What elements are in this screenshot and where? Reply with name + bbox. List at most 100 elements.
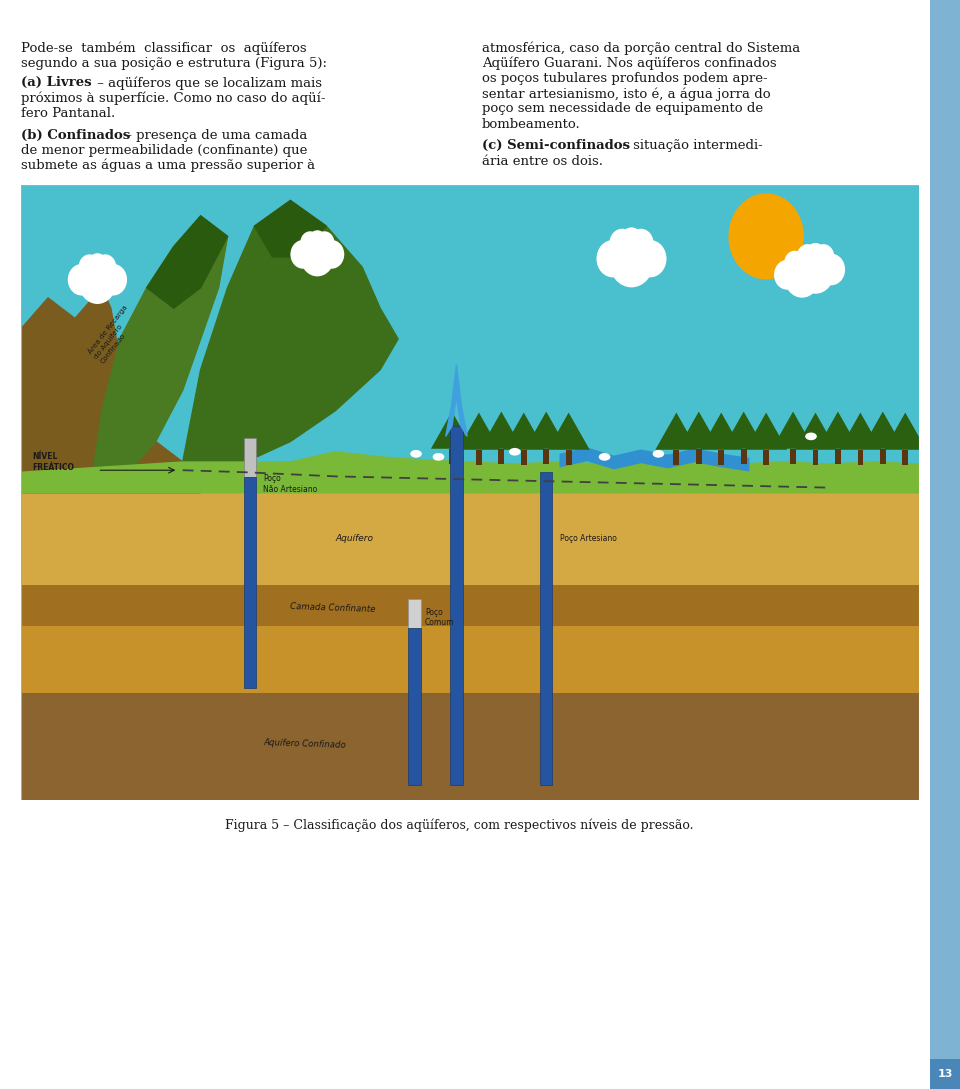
- Bar: [244, 439, 256, 477]
- Circle shape: [634, 240, 666, 278]
- Bar: [790, 449, 796, 464]
- Polygon shape: [839, 413, 881, 450]
- Polygon shape: [678, 412, 720, 449]
- Polygon shape: [182, 200, 398, 462]
- Bar: [244, 477, 256, 687]
- Ellipse shape: [410, 450, 421, 457]
- Text: Aquífero Confinado: Aquífero Confinado: [263, 738, 347, 750]
- Circle shape: [620, 228, 643, 254]
- Circle shape: [315, 231, 334, 254]
- Circle shape: [774, 260, 801, 290]
- Circle shape: [797, 250, 834, 294]
- Ellipse shape: [433, 453, 444, 461]
- Polygon shape: [700, 413, 742, 450]
- Circle shape: [100, 264, 127, 295]
- Ellipse shape: [599, 453, 611, 461]
- Text: Área de Recarga
do Aquífero
Confinado: Área de Recarga do Aquífero Confinado: [85, 303, 141, 365]
- Text: Poço
Comum: Poço Comum: [425, 608, 454, 627]
- Bar: [857, 450, 863, 465]
- Bar: [450, 426, 463, 785]
- Circle shape: [68, 264, 95, 295]
- Circle shape: [610, 236, 654, 287]
- Polygon shape: [452, 365, 461, 403]
- Circle shape: [812, 244, 834, 269]
- Circle shape: [784, 257, 820, 297]
- Polygon shape: [458, 413, 500, 450]
- Circle shape: [786, 254, 813, 285]
- Bar: [565, 450, 571, 465]
- Polygon shape: [745, 413, 787, 450]
- Bar: [930, 0, 960, 1089]
- Text: atmosférica, caso da porção central do Sistema: atmosférica, caso da porção central do S…: [482, 41, 801, 54]
- Bar: [812, 450, 818, 465]
- Polygon shape: [795, 413, 836, 450]
- Bar: [21, 492, 919, 585]
- Polygon shape: [884, 413, 926, 450]
- Text: próximos à superfície. Como no caso do aqüí-: próximos à superfície. Como no caso do a…: [21, 91, 325, 105]
- Text: poço sem necessidade de equipamento de: poço sem necessidade de equipamento de: [482, 102, 763, 115]
- Polygon shape: [21, 287, 201, 492]
- Circle shape: [793, 249, 811, 271]
- Circle shape: [805, 243, 826, 266]
- Bar: [408, 628, 420, 785]
- Text: NÍVEL
FREÁTICO: NÍVEL FREÁTICO: [32, 452, 74, 472]
- Polygon shape: [147, 216, 228, 308]
- Circle shape: [79, 261, 116, 304]
- Circle shape: [87, 254, 108, 276]
- Polygon shape: [525, 412, 567, 449]
- Bar: [674, 450, 680, 465]
- Polygon shape: [21, 452, 919, 492]
- Text: Pode-se  também  classificar  os  aqüíferos: Pode-se também classificar os aqüíferos: [21, 41, 307, 54]
- Bar: [835, 449, 841, 464]
- Text: ária entre os dois.: ária entre os dois.: [482, 155, 603, 168]
- Text: segundo a sua posição e estrutura (Figura 5):: segundo a sua posição e estrutura (Figur…: [21, 57, 327, 70]
- Text: (b) Confinados: (b) Confinados: [21, 129, 131, 142]
- Circle shape: [628, 229, 654, 258]
- Bar: [521, 450, 527, 465]
- Circle shape: [79, 255, 101, 279]
- Bar: [449, 449, 455, 464]
- Polygon shape: [656, 413, 697, 450]
- Polygon shape: [772, 412, 814, 449]
- Bar: [763, 450, 769, 465]
- Polygon shape: [254, 200, 326, 257]
- Polygon shape: [431, 412, 473, 449]
- Bar: [408, 599, 420, 628]
- Ellipse shape: [509, 448, 520, 455]
- Ellipse shape: [805, 432, 817, 440]
- Bar: [902, 450, 908, 465]
- Circle shape: [610, 229, 635, 258]
- Circle shape: [797, 244, 819, 269]
- Text: (a) Livres: (a) Livres: [21, 76, 92, 89]
- Bar: [21, 585, 919, 626]
- Text: – situação intermedi-: – situação intermedi-: [618, 139, 763, 152]
- Bar: [21, 693, 919, 800]
- Text: Aqüífero Guarani. Nos aqüíferos confinados: Aqüífero Guarani. Nos aqüíferos confinad…: [482, 57, 777, 70]
- Polygon shape: [445, 380, 468, 437]
- Bar: [476, 450, 482, 465]
- Bar: [741, 449, 747, 464]
- Polygon shape: [480, 412, 522, 449]
- Text: Camada Confinante: Camada Confinante: [291, 601, 376, 613]
- Bar: [696, 449, 702, 464]
- Circle shape: [94, 255, 116, 279]
- Bar: [880, 449, 886, 464]
- Text: – aqüíferos que se localizam mais: – aqüíferos que se localizam mais: [93, 76, 323, 89]
- Bar: [718, 450, 724, 465]
- Text: 13: 13: [937, 1068, 953, 1079]
- Bar: [540, 473, 553, 785]
- Circle shape: [319, 240, 345, 269]
- Circle shape: [804, 260, 830, 290]
- Bar: [21, 626, 919, 693]
- Circle shape: [800, 250, 820, 274]
- Circle shape: [308, 230, 326, 250]
- Bar: [498, 449, 504, 464]
- Circle shape: [300, 237, 334, 277]
- Polygon shape: [862, 412, 904, 449]
- Text: submete as águas a uma pressão superior à: submete as águas a uma pressão superior …: [21, 159, 315, 172]
- Text: fero Pantanal.: fero Pantanal.: [21, 107, 115, 120]
- Circle shape: [290, 240, 316, 269]
- Text: Figura 5 – Classificação dos aqüíferos, com respectivos níveis de pressão.: Figura 5 – Classificação dos aqüíferos, …: [225, 819, 693, 832]
- Bar: [21, 467, 919, 492]
- Circle shape: [818, 254, 845, 285]
